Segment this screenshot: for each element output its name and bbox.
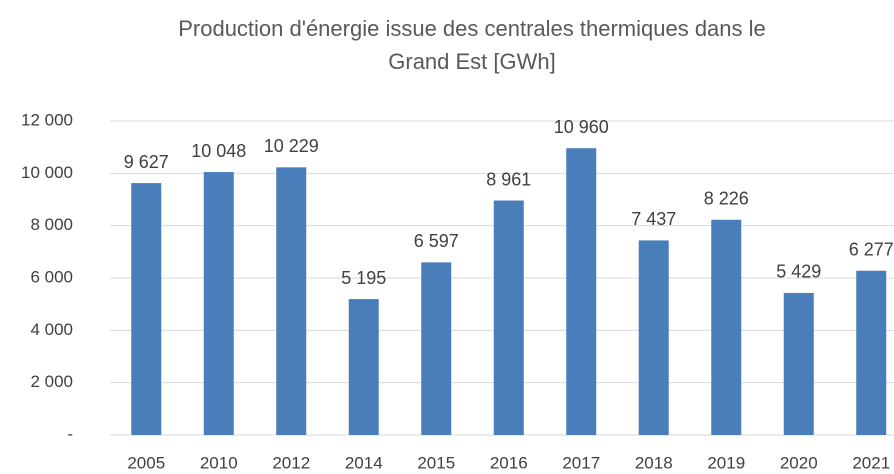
chart-title: Production d'énergie issue des centrales… xyxy=(178,16,766,41)
bar xyxy=(276,167,307,435)
x-tick-label: 2021 xyxy=(852,453,890,472)
x-tick-label: 2014 xyxy=(345,453,383,472)
chart-title: Grand Est [GWh] xyxy=(388,49,556,74)
y-tick-label: 2 000 xyxy=(30,372,73,391)
y-tick-label: - xyxy=(67,424,73,443)
x-tick-label: 2019 xyxy=(707,453,745,472)
data-label: 8 226 xyxy=(704,189,749,209)
y-tick-label: 4 000 xyxy=(30,320,73,339)
y-tick-label: 8 000 xyxy=(30,215,73,234)
x-tick-label: 2018 xyxy=(635,453,673,472)
data-label: 10 048 xyxy=(191,141,246,161)
data-label: 9 627 xyxy=(124,152,169,172)
data-label: 8 961 xyxy=(486,169,531,189)
data-label: 6 597 xyxy=(414,231,459,251)
x-tick-label: 2012 xyxy=(272,453,310,472)
x-tick-label: 2010 xyxy=(200,453,238,472)
bar xyxy=(493,200,524,435)
bar xyxy=(856,270,887,435)
bar xyxy=(638,240,669,435)
bar xyxy=(421,262,452,435)
data-label: 6 277 xyxy=(849,240,894,260)
bar xyxy=(131,183,162,435)
data-label: 10 229 xyxy=(264,136,319,156)
bar xyxy=(566,148,597,436)
x-tick-label: 2020 xyxy=(780,453,818,472)
x-tick-label: 2005 xyxy=(127,453,165,472)
y-tick-label: 12 000 xyxy=(21,110,73,129)
bar xyxy=(348,299,379,435)
bar xyxy=(203,172,234,435)
data-label: 7 437 xyxy=(631,209,676,229)
bar xyxy=(783,292,814,435)
bar xyxy=(711,219,742,435)
x-tick-label: 2016 xyxy=(490,453,528,472)
y-tick-label: 10 000 xyxy=(21,163,73,182)
y-tick-label: 6 000 xyxy=(30,267,73,286)
x-tick-label: 2017 xyxy=(562,453,600,472)
data-label: 5 429 xyxy=(776,262,821,282)
data-label: 10 960 xyxy=(554,117,609,137)
x-tick-label: 2015 xyxy=(417,453,455,472)
data-label: 5 195 xyxy=(341,268,386,288)
